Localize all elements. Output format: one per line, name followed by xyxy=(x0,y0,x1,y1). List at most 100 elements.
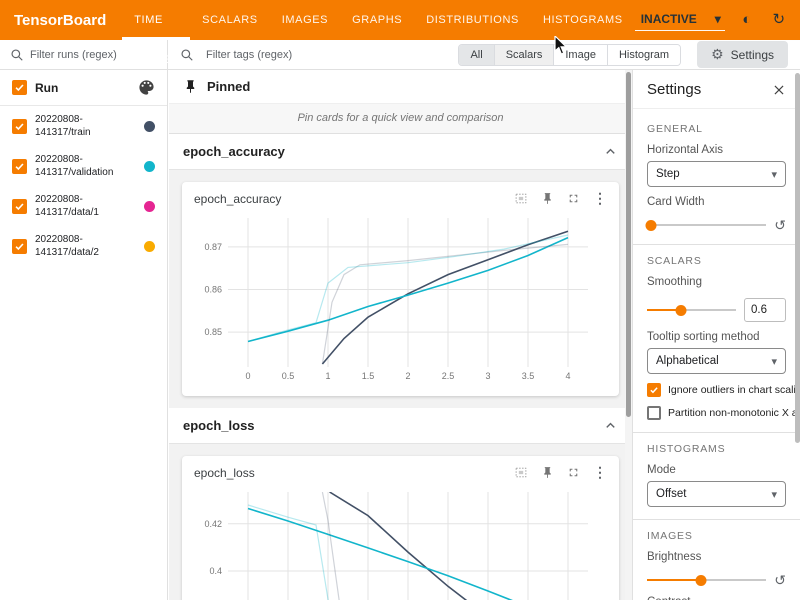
smoothing-slider[interactable] xyxy=(647,304,736,316)
run-checkbox[interactable] xyxy=(12,198,27,214)
images-heading: IMAGES xyxy=(647,530,693,542)
run-label: 20220808-141317/data/1 xyxy=(35,194,99,218)
section-title: epoch_accuracy xyxy=(183,144,285,159)
svg-text:0.85: 0.85 xyxy=(204,327,222,337)
brightness-slider-row: ↺ xyxy=(647,573,786,587)
settings-panel: Settings GENERAL Horizontal Axis Step ▾ … xyxy=(632,70,800,600)
close-icon[interactable] xyxy=(772,83,786,97)
settings-panel-header: Settings xyxy=(633,70,800,109)
more-options-icon[interactable]: ⋮ xyxy=(593,464,607,480)
refresh-icon[interactable]: ↻ xyxy=(772,11,786,28)
svg-text:4: 4 xyxy=(565,371,570,381)
run-row-data-1: 20220808-141317/data/1 xyxy=(0,186,167,226)
partition-x-label: Partition non-monotonic X axis xyxy=(668,407,800,419)
runs-column-header: Run xyxy=(35,80,59,95)
runs-sidebar: Run 20220808-141317/train 20220808-14131… xyxy=(0,70,168,600)
smoothing-value-input[interactable] xyxy=(744,298,786,322)
run-row-validation: 20220808-141317/validation xyxy=(0,146,167,186)
settings-button-label: Settings xyxy=(730,47,774,62)
settings-button[interactable]: ⚙ Settings xyxy=(697,41,788,68)
filter-runs-input[interactable] xyxy=(30,48,172,61)
svg-text:3.5: 3.5 xyxy=(522,371,535,381)
histogram-mode-select[interactable]: Offset ▾ xyxy=(647,481,786,507)
run-status-dropdown[interactable]: INACTIVE ▾ xyxy=(634,9,725,31)
run-color-dot[interactable] xyxy=(144,160,155,172)
image-frame-icon[interactable] xyxy=(514,192,528,205)
card-header: epoch_loss ⋮ xyxy=(192,462,609,485)
epoch-accuracy-chart[interactable]: 0 0.5 1 1.5 2 2.5 3 3.5 4 0.85 0.86 0.87 xyxy=(192,211,609,388)
partition-x-checkbox[interactable] xyxy=(647,406,661,420)
svg-text:0.86: 0.86 xyxy=(204,285,222,295)
chevron-up-icon[interactable] xyxy=(603,144,618,159)
fullscreen-icon[interactable] xyxy=(567,192,580,205)
select-all-runs-checkbox[interactable] xyxy=(12,80,27,95)
ignore-outliers-label: Ignore outliers in chart scaling xyxy=(668,384,800,396)
svg-text:2.5: 2.5 xyxy=(442,371,455,381)
scalar-card-epoch-loss: epoch_loss ⋮ 00.511.522.533.540.360.380.… xyxy=(182,456,619,600)
main-scrollbar-track[interactable] xyxy=(625,70,632,600)
epoch-loss-chart[interactable]: 00.511.522.533.540.360.380.40.42 xyxy=(192,485,609,600)
section-title: epoch_loss xyxy=(183,418,255,433)
pin-icon[interactable] xyxy=(541,192,554,205)
run-checkbox[interactable] xyxy=(12,118,27,134)
svg-text:2: 2 xyxy=(405,371,410,381)
filter-chip-histogram[interactable]: Histogram xyxy=(606,44,681,65)
runs-filter-bar xyxy=(0,40,172,70)
tab-distributions[interactable]: DISTRIBUTIONS xyxy=(426,14,519,26)
divider xyxy=(633,244,800,245)
app-title: TensorBoard xyxy=(14,11,107,29)
slider-thumb[interactable] xyxy=(675,304,687,316)
section-header-epoch-accuracy[interactable]: epoch_accuracy xyxy=(169,134,632,170)
section-header-epoch-loss[interactable]: epoch_loss xyxy=(169,408,632,444)
ignore-outliers-checkbox[interactable] xyxy=(647,383,661,397)
slider-thumb[interactable] xyxy=(645,219,657,231)
main-scrollbar-thumb[interactable] xyxy=(626,72,631,417)
svg-text:0.42: 0.42 xyxy=(204,519,222,529)
filter-chip-scalars[interactable]: Scalars xyxy=(493,44,554,65)
horizontal-axis-select[interactable]: Step ▾ xyxy=(647,161,786,187)
contrast-label: Contrast xyxy=(647,596,786,600)
run-checkbox[interactable] xyxy=(12,238,27,254)
run-checkbox[interactable] xyxy=(12,158,27,174)
main-nav: TIME SERIES SCALARS IMAGES GRAPHS DISTRI… xyxy=(122,0,634,66)
image-frame-icon[interactable] xyxy=(514,466,528,479)
chevron-down-icon: ▾ xyxy=(771,355,777,368)
theme-toggle-icon[interactable]: ◐ xyxy=(742,11,752,28)
tab-graphs[interactable]: GRAPHS xyxy=(352,14,403,26)
chevron-up-icon[interactable] xyxy=(603,418,618,433)
tab-scalars[interactable]: SCALARS xyxy=(202,14,258,26)
tab-histograms[interactable]: HISTOGRAMS xyxy=(542,14,623,26)
run-color-dot[interactable] xyxy=(144,200,155,212)
palette-icon[interactable] xyxy=(138,79,155,96)
chevron-down-icon: ▾ xyxy=(771,488,777,501)
filter-chip-image[interactable]: Image xyxy=(553,44,607,65)
fullscreen-icon[interactable] xyxy=(567,466,580,479)
card-title: epoch_loss xyxy=(194,465,255,480)
tooltip-sort-select[interactable]: Alphabetical ▾ xyxy=(647,348,786,374)
run-row-train: 20220808-141317/train xyxy=(0,106,167,146)
tooltip-sort-label: Tooltip sorting method xyxy=(647,331,760,343)
run-label: 20220808-141317/validation xyxy=(35,154,114,178)
smoothing-label: Smoothing xyxy=(647,276,702,288)
partition-x-row: Partition non-monotonic X axis xyxy=(647,406,800,420)
pinned-section-header: Pinned xyxy=(169,70,632,103)
scalars-heading: SCALARS xyxy=(647,255,702,267)
reset-icon[interactable]: ↺ xyxy=(774,217,786,233)
run-color-dot[interactable] xyxy=(144,120,155,132)
main-content: Pinned Pin cards for a quick view and co… xyxy=(169,70,632,600)
pin-icon[interactable] xyxy=(541,466,554,479)
card-width-slider[interactable] xyxy=(645,219,767,231)
settings-body: GENERAL Horizontal Axis Step ▾ Card Widt… xyxy=(633,109,800,600)
reset-icon[interactable]: ↺ xyxy=(774,572,786,588)
run-color-dot[interactable] xyxy=(144,240,155,252)
header-actions: INACTIVE ▾ ◐ ↻ ⚙ ? xyxy=(634,9,800,31)
brightness-slider[interactable] xyxy=(647,574,767,586)
settings-scrollbar-thumb[interactable] xyxy=(795,73,800,443)
tab-images[interactable]: IMAGES xyxy=(281,14,329,26)
tab-time-series[interactable]: TIME SERIES xyxy=(122,0,191,66)
slider-thumb[interactable] xyxy=(695,574,707,586)
filter-chip-all[interactable]: All xyxy=(459,44,494,65)
card-width-slider-row: ↺ xyxy=(645,217,786,233)
more-options-icon[interactable]: ⋮ xyxy=(593,190,607,206)
filter-tags-input[interactable] xyxy=(206,48,447,61)
